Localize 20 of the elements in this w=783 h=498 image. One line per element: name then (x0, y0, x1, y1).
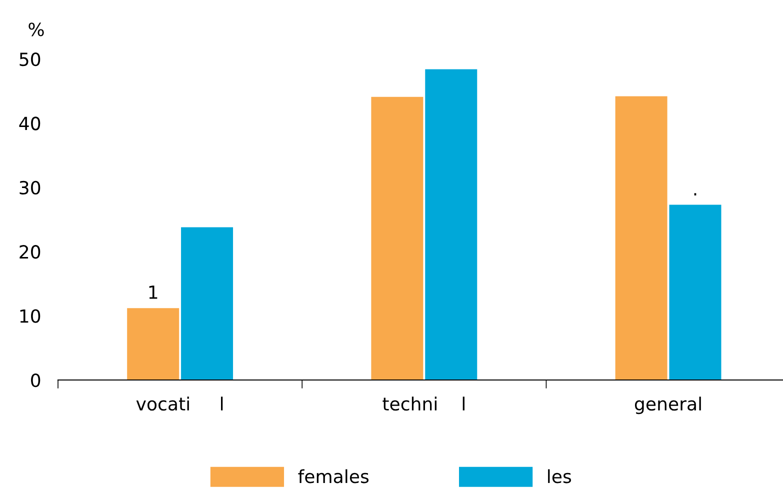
y-tick-label: 50 (20, 52, 40, 66)
bar (425, 69, 478, 380)
bar (127, 308, 180, 380)
bar (181, 227, 234, 380)
bar (371, 96, 424, 380)
y-tick-label: 0 (31, 373, 40, 388)
x-tick-label: vocati l (136, 396, 223, 411)
bar (615, 96, 668, 380)
x-tick-label: techni l (382, 396, 464, 411)
annotation: 1 (149, 286, 158, 299)
y-tick-label: 40 (19, 116, 40, 130)
y-tick-label: 20 (20, 245, 40, 259)
bar (669, 204, 722, 380)
y-tick-label: 30 (20, 180, 40, 195)
legend-label: females (298, 469, 369, 484)
legend-label: les (548, 469, 572, 484)
y-tick-label: 10 (20, 309, 40, 323)
annotation: . (694, 193, 696, 196)
x-tick-label: general (634, 396, 701, 414)
y-axis-title: % (28, 22, 44, 36)
